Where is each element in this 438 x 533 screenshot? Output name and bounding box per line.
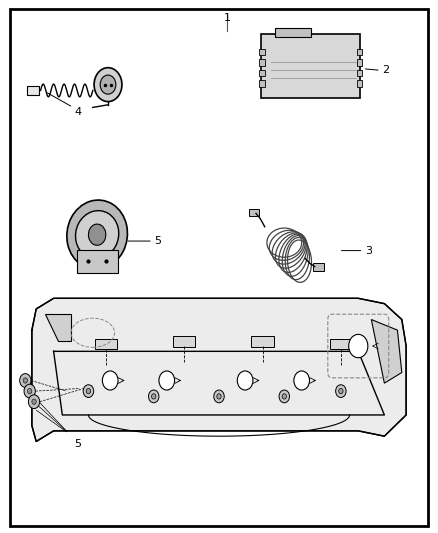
FancyBboxPatch shape bbox=[314, 263, 324, 271]
Text: 1: 1 bbox=[223, 13, 230, 22]
Circle shape bbox=[102, 371, 118, 390]
Circle shape bbox=[94, 68, 122, 102]
Circle shape bbox=[83, 385, 94, 398]
Text: 4: 4 bbox=[74, 108, 81, 117]
Polygon shape bbox=[45, 314, 71, 341]
Circle shape bbox=[86, 389, 91, 394]
FancyBboxPatch shape bbox=[249, 209, 259, 216]
Text: 2: 2 bbox=[382, 66, 389, 75]
Circle shape bbox=[217, 394, 221, 399]
Circle shape bbox=[237, 371, 253, 390]
FancyBboxPatch shape bbox=[27, 86, 39, 95]
Circle shape bbox=[214, 390, 224, 403]
FancyBboxPatch shape bbox=[261, 34, 360, 99]
Circle shape bbox=[148, 390, 159, 403]
Text: 5: 5 bbox=[74, 439, 81, 449]
Circle shape bbox=[339, 389, 343, 394]
Polygon shape bbox=[371, 319, 402, 383]
Circle shape bbox=[159, 371, 175, 390]
Ellipse shape bbox=[67, 200, 127, 269]
FancyBboxPatch shape bbox=[275, 28, 311, 37]
FancyBboxPatch shape bbox=[357, 49, 362, 55]
Circle shape bbox=[336, 385, 346, 398]
Text: 5: 5 bbox=[154, 236, 161, 246]
FancyBboxPatch shape bbox=[173, 336, 195, 346]
FancyBboxPatch shape bbox=[258, 70, 265, 76]
Circle shape bbox=[279, 390, 290, 403]
Ellipse shape bbox=[75, 211, 119, 259]
Circle shape bbox=[20, 374, 31, 387]
Ellipse shape bbox=[88, 224, 106, 245]
Polygon shape bbox=[32, 298, 406, 441]
FancyBboxPatch shape bbox=[329, 338, 352, 349]
Circle shape bbox=[24, 384, 35, 398]
Circle shape bbox=[32, 399, 36, 405]
FancyBboxPatch shape bbox=[258, 59, 265, 66]
FancyBboxPatch shape bbox=[95, 338, 117, 349]
FancyBboxPatch shape bbox=[357, 70, 362, 76]
FancyBboxPatch shape bbox=[357, 80, 362, 87]
FancyBboxPatch shape bbox=[77, 249, 117, 273]
Circle shape bbox=[23, 378, 28, 383]
FancyBboxPatch shape bbox=[357, 59, 362, 66]
Circle shape bbox=[294, 371, 310, 390]
Circle shape bbox=[100, 75, 116, 94]
FancyBboxPatch shape bbox=[258, 49, 265, 55]
Circle shape bbox=[152, 394, 156, 399]
FancyBboxPatch shape bbox=[251, 336, 274, 346]
Text: 3: 3 bbox=[365, 246, 372, 256]
Circle shape bbox=[282, 394, 286, 399]
Circle shape bbox=[28, 389, 32, 394]
FancyBboxPatch shape bbox=[258, 80, 265, 87]
Circle shape bbox=[28, 395, 40, 409]
Circle shape bbox=[349, 334, 368, 358]
